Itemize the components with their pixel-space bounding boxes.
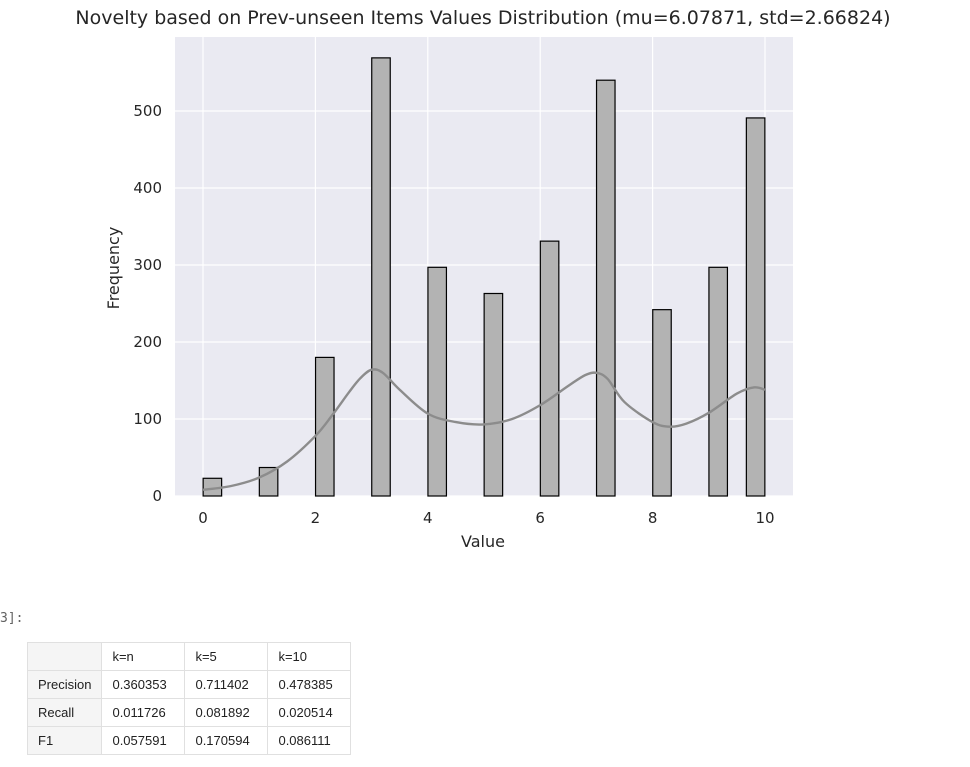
histogram-chart: Novelty based on Prev-unseen Items Value… (75, 7, 890, 551)
cell-prompt: 3]: (0, 611, 24, 626)
x-tick-label: 4 (423, 509, 433, 527)
x-tick-label: 6 (535, 509, 545, 527)
y-tick-label: 300 (133, 256, 162, 274)
row-label: Precision (26, 670, 103, 699)
table-cell: 0.086111 (267, 726, 352, 755)
table-cell: 0.081892 (184, 698, 269, 727)
histogram-bar (745, 117, 766, 497)
y-tick-label: 100 (133, 410, 162, 428)
table-corner-cell (26, 642, 103, 671)
table-cell: 0.478385 (267, 670, 352, 699)
y-tick-label: 0 (152, 487, 162, 505)
grid-lines (175, 37, 793, 497)
histogram-bar (652, 309, 672, 497)
histogram-bar (595, 79, 616, 497)
x-axis-label: Value (461, 532, 505, 551)
histogram-bar (483, 292, 504, 497)
table-row: Precision 0.360353 0.711402 0.478385 (26, 670, 352, 699)
y-tick-label: 200 (133, 333, 162, 351)
y-tick-labels: 0 100 200 300 400 500 (133, 102, 162, 505)
column-header: k=10 (267, 642, 352, 671)
x-tick-label: 0 (198, 509, 208, 527)
chart-title: Novelty based on Prev-unseen Items Value… (75, 7, 890, 29)
table-cell: 0.711402 (184, 670, 269, 699)
histogram-bars (202, 57, 766, 497)
row-label: Recall (26, 698, 103, 727)
x-tick-label: 10 (755, 509, 774, 527)
column-header: k=5 (184, 642, 269, 671)
histogram-bar (708, 266, 729, 497)
x-tick-labels: 0 2 4 6 8 10 (198, 509, 774, 527)
y-axis-label: Frequency (104, 227, 123, 310)
table-cell: 0.360353 (101, 670, 186, 699)
column-header: k=n (101, 642, 186, 671)
histogram-bar (427, 266, 448, 497)
table-cell: 0.011726 (101, 698, 186, 727)
histogram-bar (539, 240, 560, 497)
row-label: F1 (26, 726, 103, 755)
table-cell: 0.170594 (184, 726, 269, 755)
table-row: Recall 0.011726 0.081892 0.020514 (26, 698, 352, 727)
table-cell: 0.020514 (267, 698, 352, 727)
histogram-bar (371, 57, 391, 497)
table-cell: 0.057591 (101, 726, 186, 755)
metrics-table: k=n k=5 k=10 Precision 0.360353 0.711402… (26, 642, 352, 755)
kde-curve (202, 368, 766, 492)
table-header-row: k=n k=5 k=10 (26, 642, 352, 671)
x-tick-label: 8 (648, 509, 658, 527)
y-tick-label: 500 (133, 102, 162, 120)
x-tick-label: 2 (311, 509, 321, 527)
y-tick-label: 400 (133, 179, 162, 197)
table-row: F1 0.057591 0.170594 0.086111 (26, 726, 352, 755)
